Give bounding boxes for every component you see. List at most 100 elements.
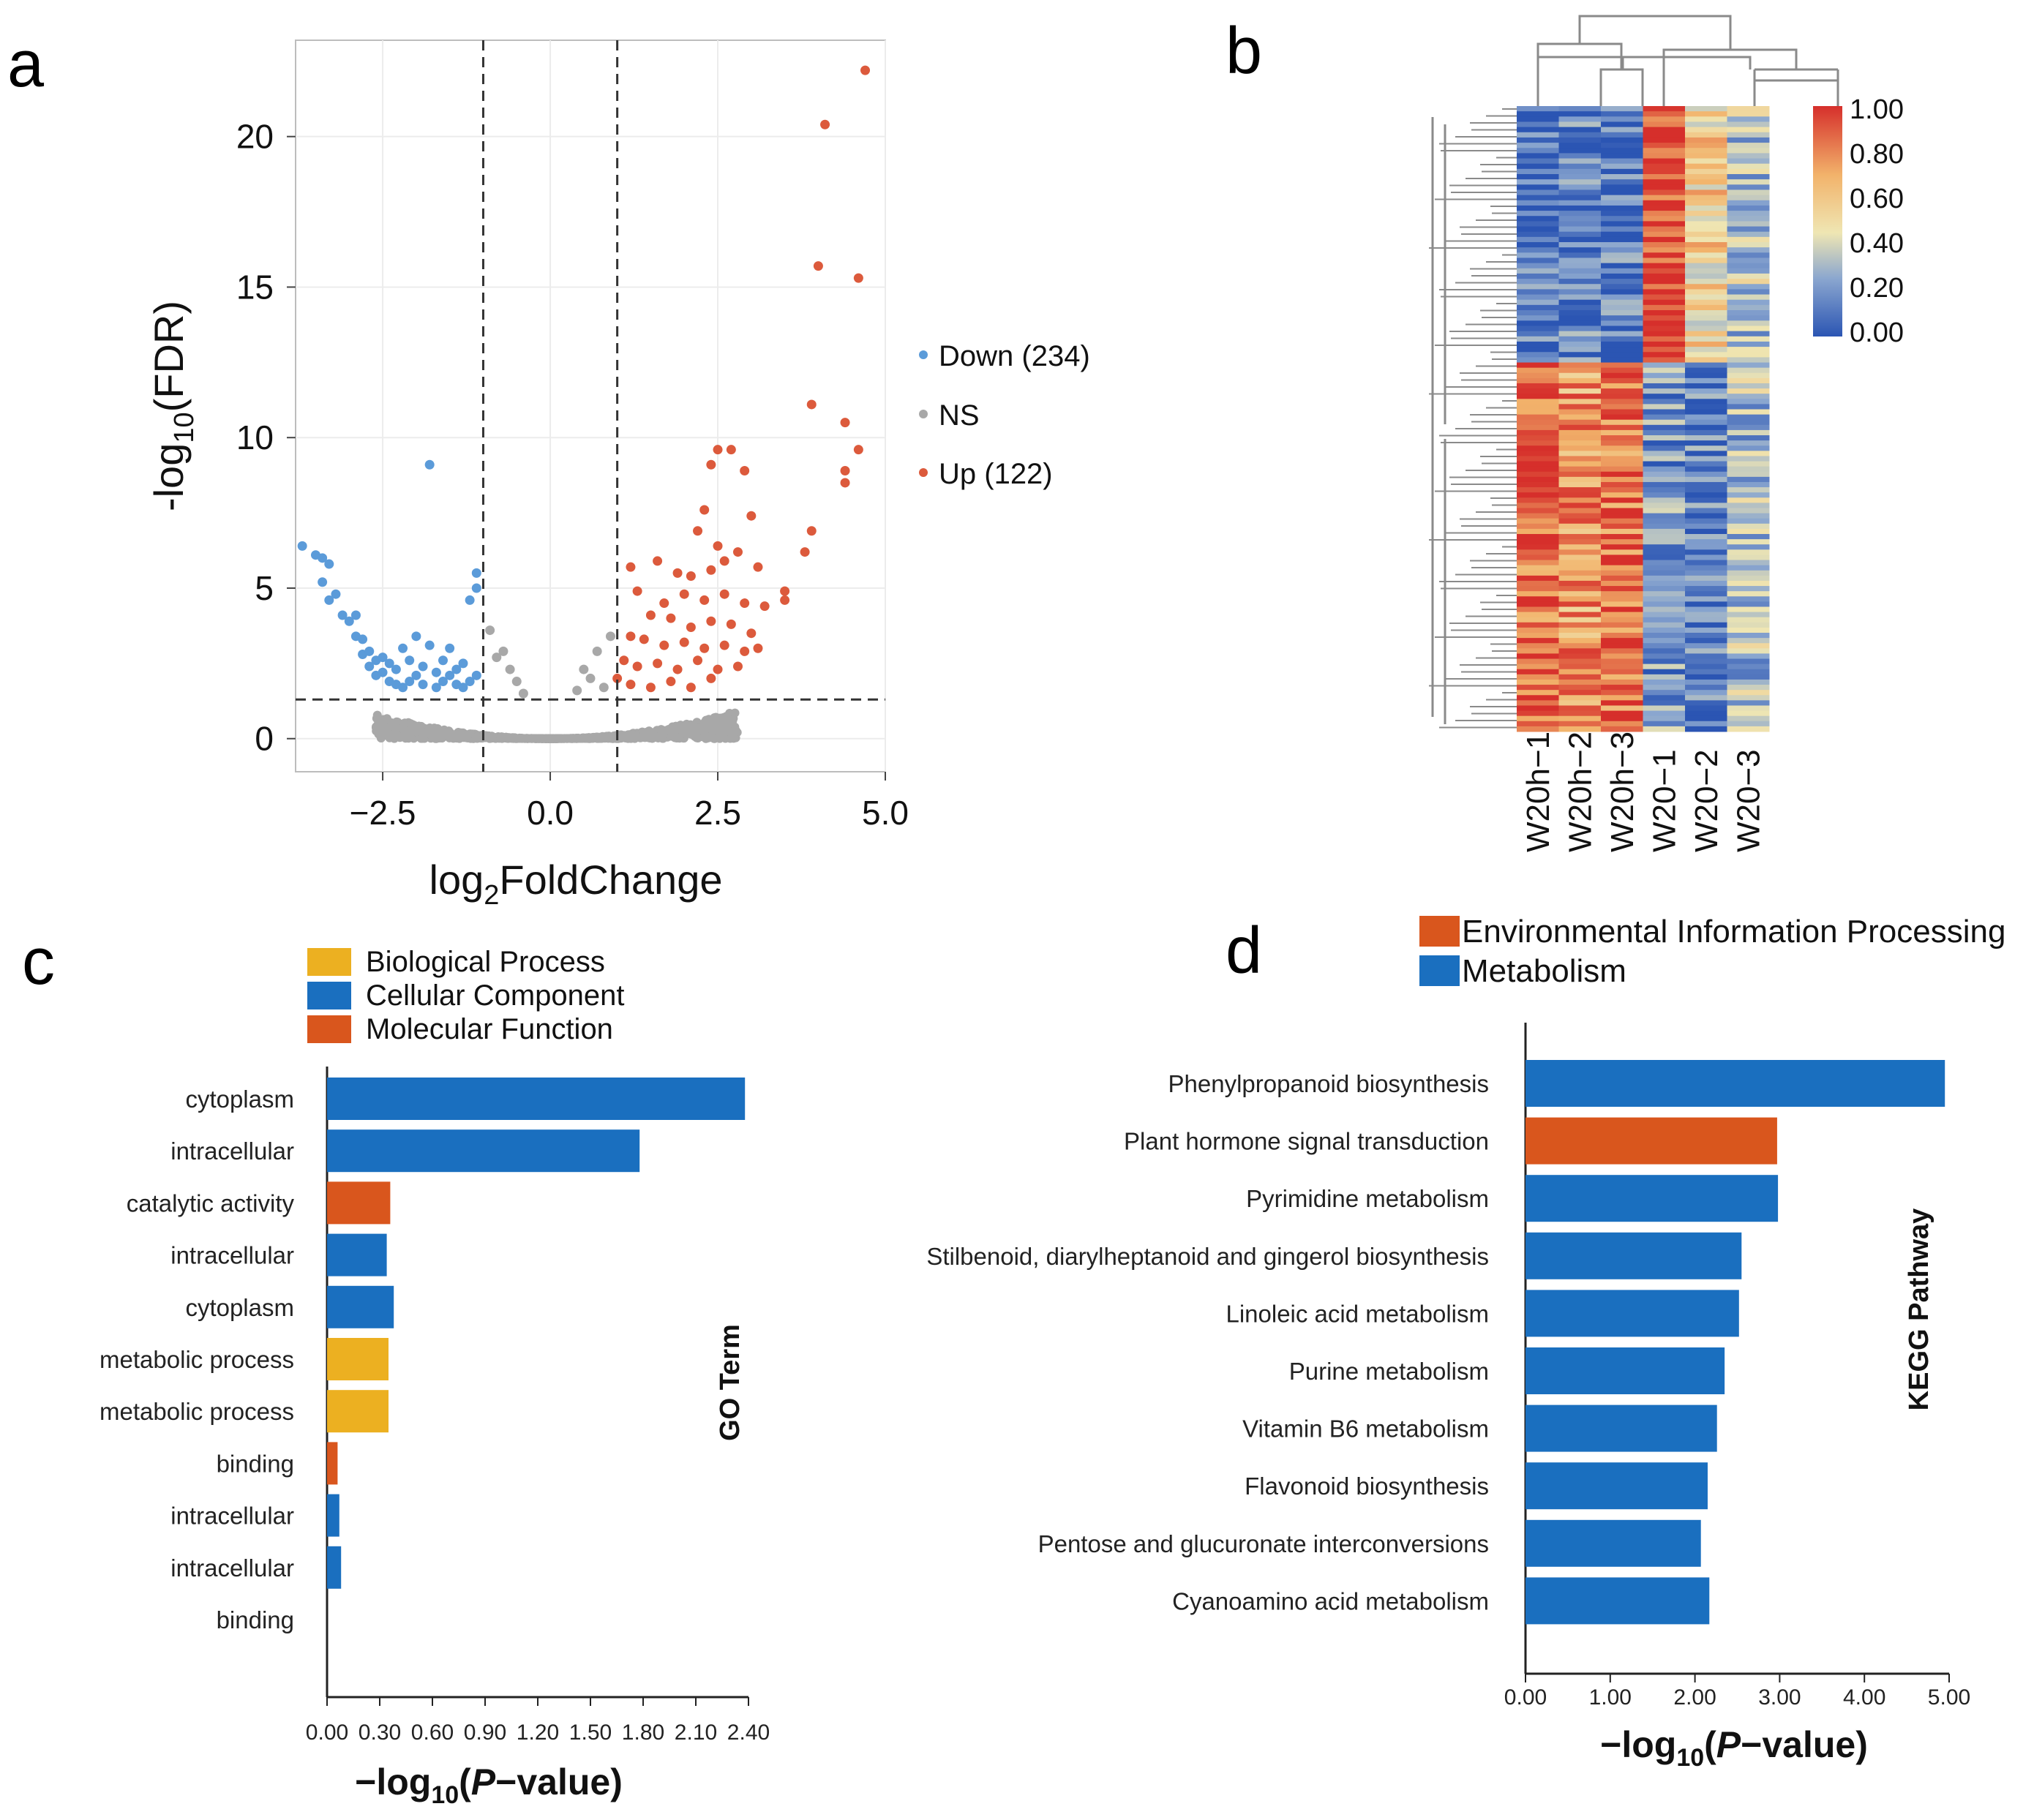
- heatmap-cell: [1517, 383, 1559, 389]
- go-category-label: cytoplasm: [185, 1294, 294, 1321]
- heatmap-cell: [1517, 304, 1559, 311]
- heatmap-cell: [1685, 121, 1727, 128]
- volcano-plot-area: [295, 40, 886, 772]
- down-point: [318, 577, 328, 587]
- heatmap-cell: [1517, 669, 1559, 675]
- heatmap-cell: [1601, 700, 1643, 706]
- heatmap-cell: [1601, 633, 1643, 639]
- up-point: [800, 547, 810, 557]
- heatmap-cell: [1643, 315, 1686, 321]
- heatmap-cell: [1727, 284, 1770, 290]
- heatmap-cell: [1517, 653, 1559, 660]
- heatmap-cell: [1517, 315, 1559, 321]
- heatmap-cell: [1685, 299, 1727, 306]
- heatmap-cell: [1558, 435, 1602, 441]
- heatmap-cell: [1601, 341, 1643, 347]
- heatmap-cell: [1517, 518, 1559, 524]
- heatmap-cell: [1685, 315, 1727, 321]
- go-x-tick-label: 0.00: [306, 1721, 348, 1745]
- heatmap-cell: [1601, 137, 1643, 143]
- heatmap-cell: [1643, 606, 1686, 613]
- heatmap-cell: [1727, 231, 1770, 238]
- up-point: [780, 586, 790, 596]
- heatmap-cell: [1517, 153, 1559, 159]
- heatmap-cell: [1685, 596, 1727, 602]
- heatmap-cell: [1643, 184, 1686, 190]
- heatmap-cell: [1727, 565, 1770, 571]
- heatmap-cell: [1558, 429, 1602, 436]
- heatmap-cell: [1643, 617, 1686, 623]
- colorbar-tick-label: 0.60: [1850, 184, 1904, 214]
- up-point: [632, 586, 642, 596]
- heatmap-cell: [1517, 549, 1559, 555]
- heatmap-cell: [1517, 622, 1559, 628]
- heatmap-cell: [1685, 357, 1727, 364]
- go-x-tick-label: 0.90: [464, 1721, 506, 1745]
- heatmap-cell: [1643, 257, 1686, 264]
- heatmap-cell: [1601, 580, 1643, 587]
- heatmap-cell: [1558, 658, 1602, 665]
- heatmap-cell: [1517, 106, 1559, 112]
- heatmap-cell: [1517, 168, 1559, 175]
- heatmap-cell: [1558, 367, 1602, 374]
- up-point: [653, 556, 663, 566]
- kegg-category-label: Plant hormone signal transduction: [1124, 1128, 1489, 1155]
- kegg-x-tick-label: 2.00: [1673, 1685, 1716, 1710]
- legend-bp-label: Biological Process: [366, 946, 605, 978]
- go-x-tick-label: 0.60: [411, 1721, 454, 1745]
- heatmap-cell: [1727, 534, 1770, 540]
- heatmap-cell: [1727, 341, 1770, 347]
- legend-cc-swatch: [307, 982, 351, 1009]
- heatmap-cell: [1517, 508, 1559, 514]
- heatmap-cell: [1558, 121, 1602, 128]
- heatmap-cell: [1601, 179, 1643, 185]
- heatmap-cell: [1643, 560, 1686, 566]
- up-point: [666, 677, 676, 687]
- column-dendrogram: [1536, 56, 1752, 106]
- heatmap: W20h−1 W20h−2 W20h−3 W20−1 W20−2 W20−3 1.00 0.…: [1429, 15, 1904, 852]
- ns-point: [729, 734, 738, 743]
- heatmap-cell: [1558, 404, 1602, 410]
- heatmap-cell: [1685, 284, 1727, 290]
- heatmap-cell: [1643, 399, 1686, 405]
- heatmap-cell: [1601, 284, 1643, 290]
- heatmap-cell: [1517, 341, 1559, 347]
- heatmap-cell: [1727, 409, 1770, 415]
- heatmap-cell: [1685, 362, 1727, 369]
- ns-point: [519, 734, 529, 743]
- heatmap-cell: [1558, 565, 1602, 571]
- heatmap-cell: [1685, 352, 1727, 358]
- down-point: [431, 682, 441, 693]
- go-category-label: intracellular: [170, 1554, 294, 1582]
- heatmap-cell: [1517, 565, 1559, 571]
- heatmap-cell: [1643, 347, 1686, 353]
- heatmap-cell: [1558, 331, 1602, 337]
- ns-point: [569, 734, 579, 743]
- heatmap-cell: [1601, 503, 1643, 508]
- heatmap-cell: [1727, 560, 1770, 566]
- heatmap-cell: [1643, 111, 1686, 117]
- heatmap-column-label: W20−3: [1730, 749, 1766, 852]
- heatmap-cell: [1601, 705, 1643, 712]
- heatmap-cell: [1558, 471, 1602, 478]
- heatmap-cell: [1727, 127, 1770, 133]
- up-point: [679, 637, 689, 647]
- heatmap-cell: [1601, 679, 1643, 685]
- heatmap-cell: [1685, 549, 1727, 555]
- ns-point: [592, 646, 602, 656]
- heatmap-cell: [1643, 211, 1686, 217]
- heatmap-cell: [1517, 299, 1559, 306]
- heatmap-cell: [1558, 710, 1602, 717]
- heatmap-cell: [1601, 216, 1643, 222]
- ns-point: [511, 677, 522, 687]
- heatmap-cell: [1727, 591, 1770, 597]
- down-point: [324, 595, 334, 605]
- heatmap-cell: [1727, 279, 1770, 285]
- heatmap-cell: [1643, 534, 1686, 540]
- heatmap-cell: [1558, 394, 1602, 399]
- heatmap-cell: [1558, 111, 1602, 117]
- heatmap-cell: [1727, 580, 1770, 587]
- heatmap-cell: [1643, 695, 1686, 701]
- panel-letter-c: c: [22, 925, 55, 999]
- heatmap-cell: [1643, 195, 1686, 201]
